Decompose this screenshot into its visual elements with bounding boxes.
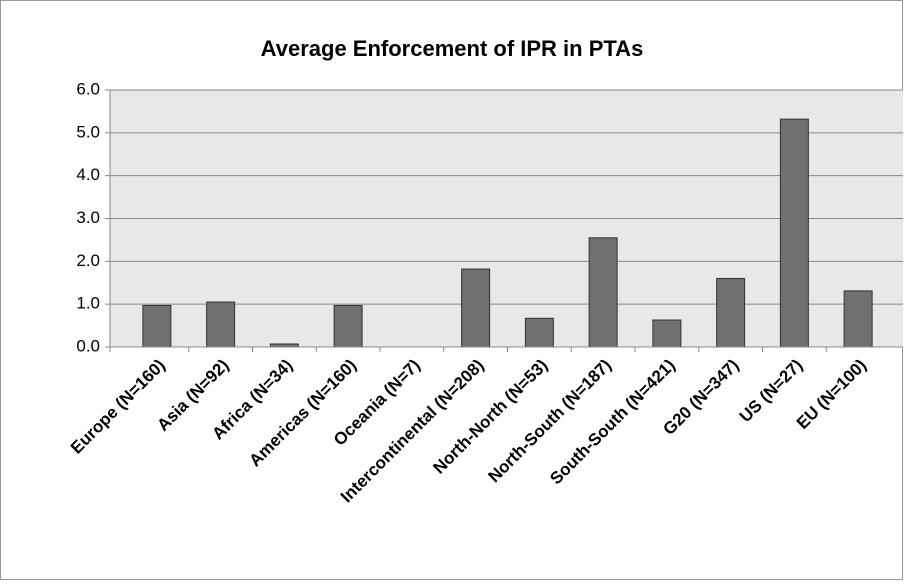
bar [461,268,491,348]
bar [588,237,618,348]
y-tick-label: 5.0 [76,122,100,141]
y-tick-label: 6.0 [76,79,100,98]
y-tick-label: 4.0 [76,165,100,184]
chart-title: Average Enforcement of IPR in PTAs [261,36,644,61]
bar [524,317,554,348]
bar [333,304,363,348]
bar [652,319,682,348]
bar [779,118,809,348]
bar [843,290,873,348]
y-tick-label: 3.0 [76,208,100,227]
bar [142,304,172,348]
y-tick-label: 0.0 [76,336,100,355]
bar [716,277,746,348]
y-tick-label: 2.0 [76,251,100,270]
bar [206,301,236,348]
y-tick-label: 1.0 [76,294,100,313]
